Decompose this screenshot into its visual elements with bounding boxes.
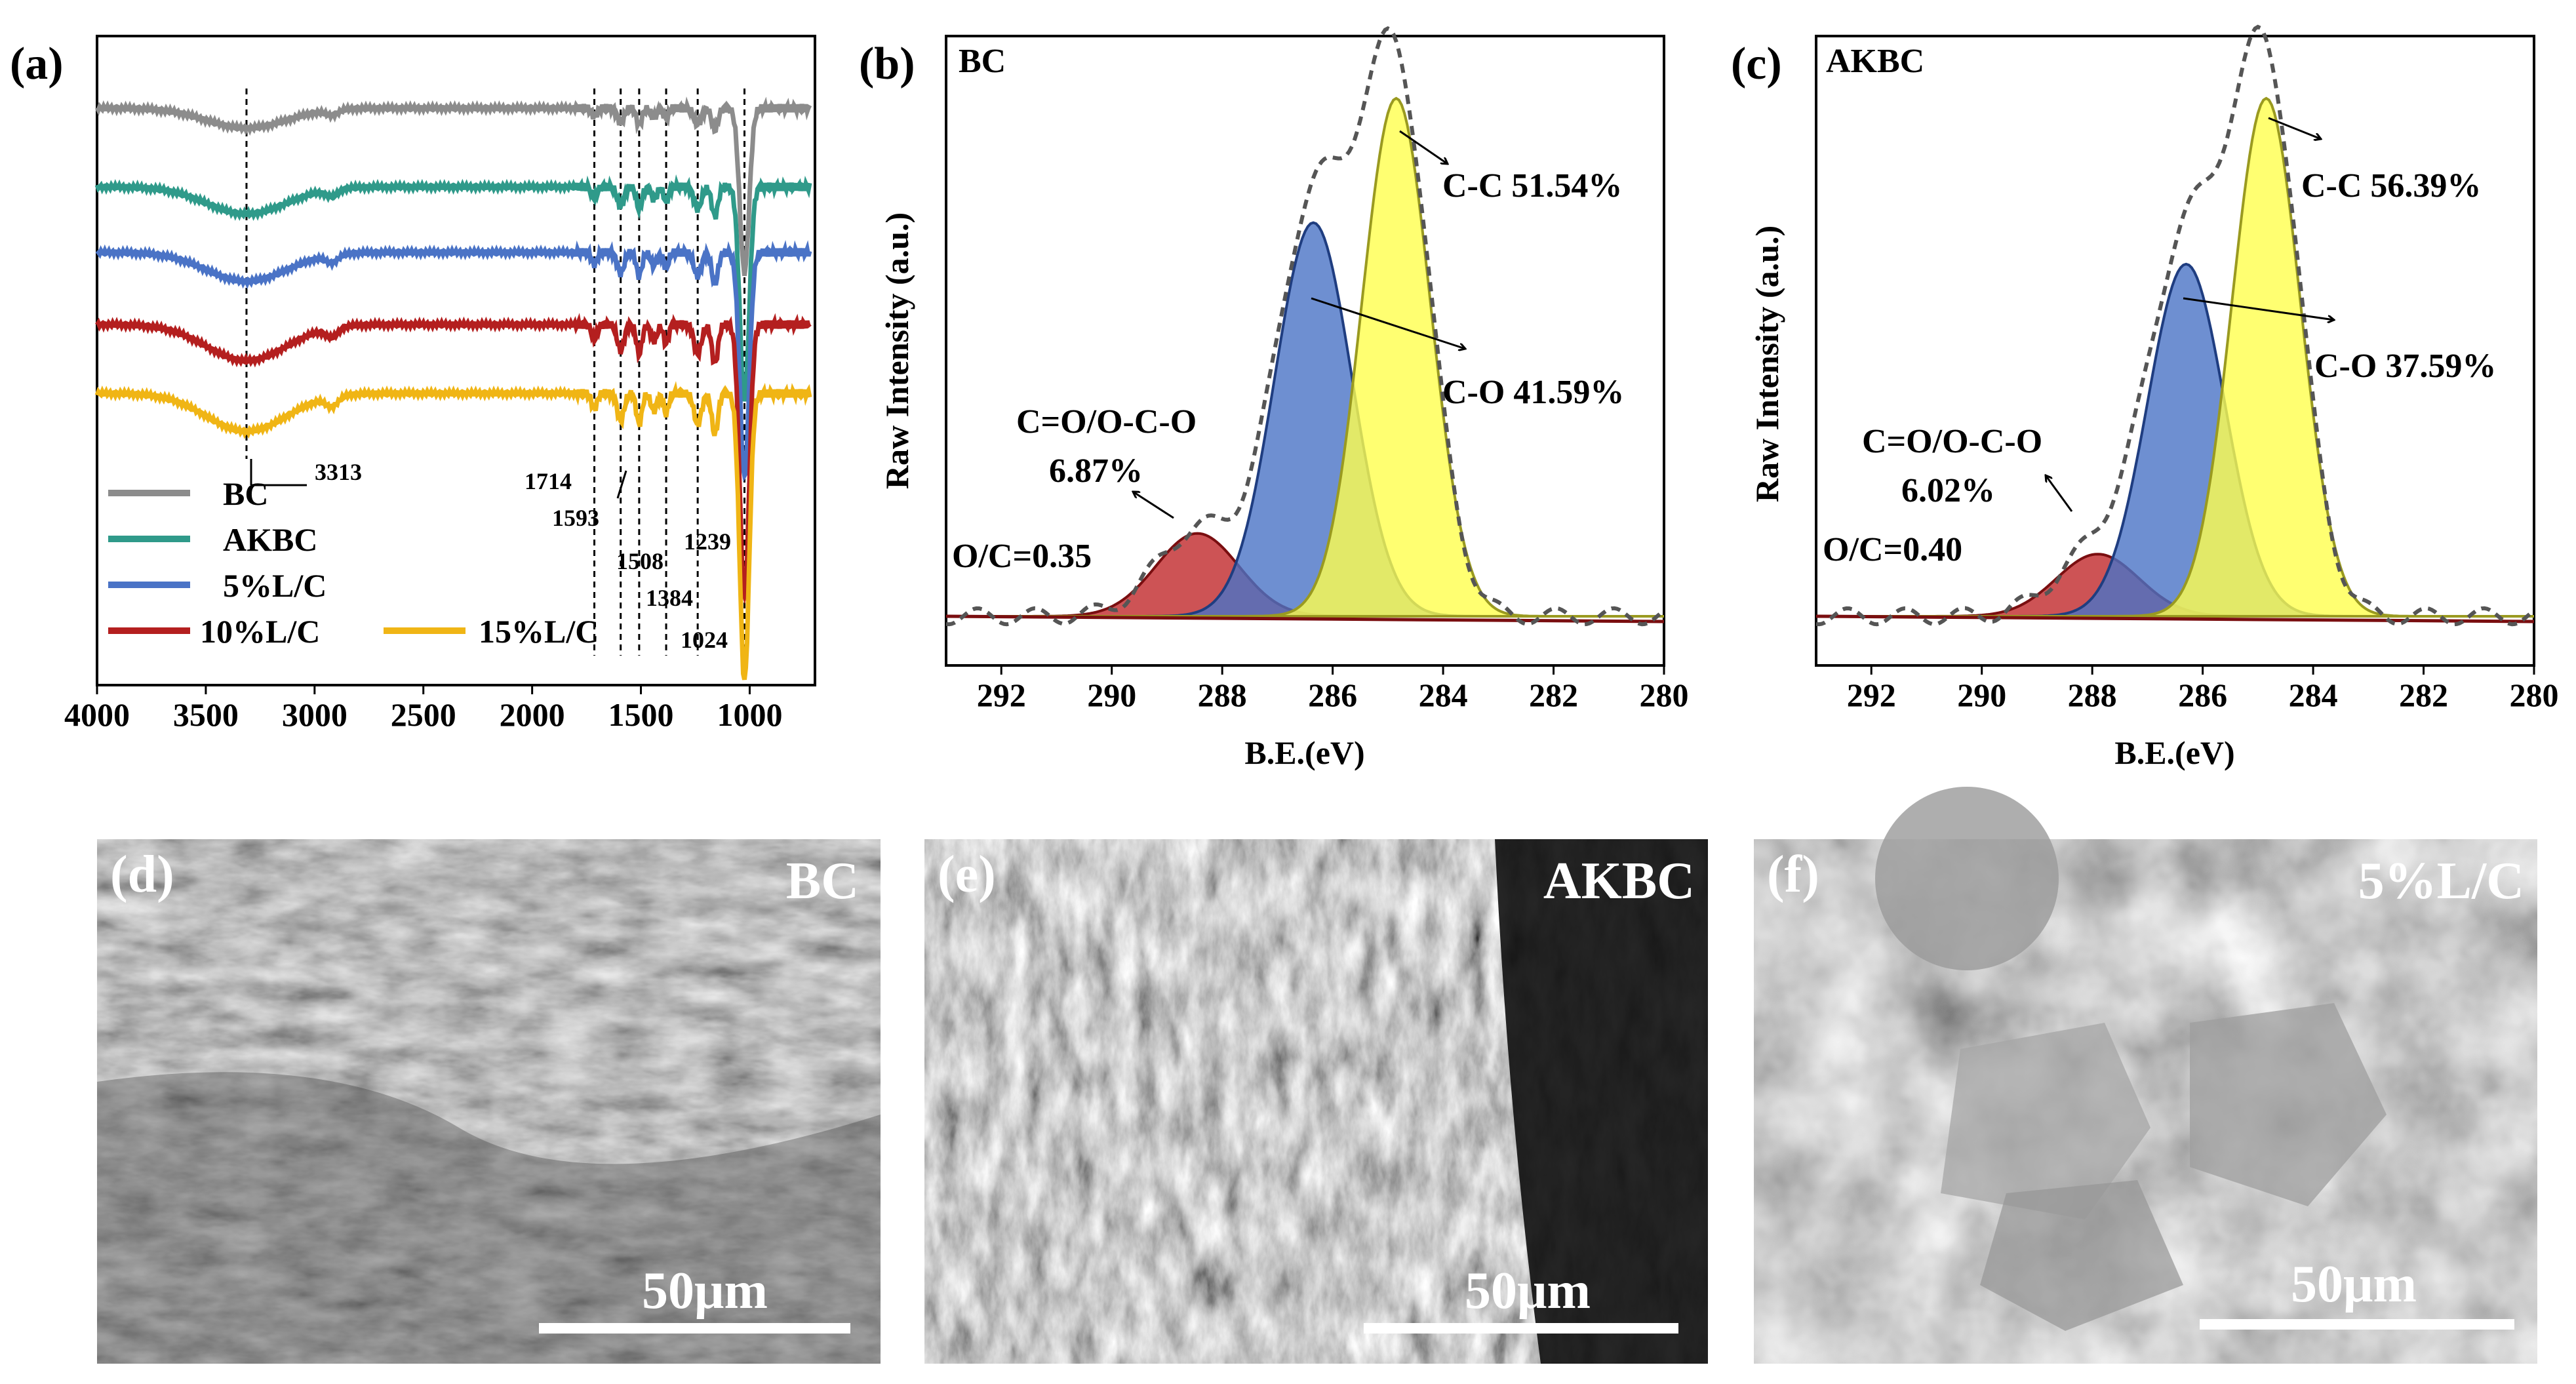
xps-akbc-ratio-label: O/C=0.40 bbox=[1823, 531, 1962, 568]
ftir-legend: BC AKBC 5%L/C 10%L/C 15%L/C bbox=[108, 475, 599, 650]
ftir-x-tick-label: 3500 bbox=[173, 696, 239, 733]
xps-bc-cc-label: C-C 51.54% bbox=[1442, 167, 1622, 205]
sem-f-scale-label: 50μm bbox=[2291, 1255, 2417, 1313]
ftir-panel: (a) 4000 3500 3000 2500 2000 1500 1000 3313 17… bbox=[10, 35, 816, 733]
ftir-series-10lc bbox=[95, 313, 812, 604]
xps-bc-x-tick-label: 290 bbox=[1087, 677, 1136, 713]
sem-d-scale-bar bbox=[539, 1323, 850, 1334]
ftir-x-tick-label: 2500 bbox=[391, 696, 456, 733]
ftir-peak-guides bbox=[245, 89, 745, 656]
xps-akbc-x-tick-label: 290 bbox=[1957, 677, 2006, 713]
sem-e-sample-label: AKBC bbox=[1543, 852, 1695, 910]
ftir-x-tick-label: 4000 bbox=[64, 696, 130, 733]
panel-label-c: (c) bbox=[1731, 39, 1782, 89]
xps-akbc-x-axis: 292 290 288 286 284 282 280 bbox=[1847, 665, 2559, 713]
peak-label-1714: 1714 bbox=[525, 468, 572, 494]
xps-bc-x-title: B.E.(eV) bbox=[1244, 734, 1364, 771]
xps-bc-x-tick-label: 292 bbox=[977, 677, 1026, 713]
sem-e-scale-bar bbox=[1364, 1323, 1678, 1334]
panel-label-a: (a) bbox=[10, 39, 64, 89]
ftir-peak-annotations: 3313 1714 1593 1508 1384 1239 1024 bbox=[250, 459, 731, 653]
sem-d-panel-label: (d) bbox=[110, 846, 174, 903]
peak-label-1593: 1593 bbox=[552, 505, 599, 531]
xps-bc-cooc-label-1: C=O/O-C-O bbox=[1016, 403, 1197, 441]
xps-akbc-x-tick-label: 286 bbox=[2178, 677, 2227, 713]
xps-akbc-cc-label: C-C 56.39% bbox=[2301, 167, 2481, 205]
peak-label-1508: 1508 bbox=[616, 548, 664, 574]
ftir-x-tick-label: 2000 bbox=[500, 696, 565, 733]
xps-bc-co-label: C-O 41.59% bbox=[1442, 374, 1624, 411]
xps-akbc-baseline bbox=[1815, 614, 2535, 623]
sem-d-sample-label: BC bbox=[786, 852, 859, 910]
xps-bc-peaks bbox=[945, 26, 1665, 627]
xps-akbc-x-title: B.E.(eV) bbox=[2114, 734, 2234, 771]
peak-label-1024: 1024 bbox=[681, 627, 728, 653]
xps-akbc-title: AKBC bbox=[1826, 43, 1924, 80]
xps-akbc-x-tick-label: 292 bbox=[1847, 677, 1896, 713]
ftir-curves bbox=[94, 96, 812, 681]
xps-akbc-annotations: C-C 56.39% C-O 37.59% C=O/O-C-O 6.02% O/… bbox=[1823, 117, 2496, 568]
xps-bc-panel: (b) BC 292 290 288 286 284 282 280 B.E.(eV) Ra… bbox=[859, 26, 1689, 771]
xps-akbc-cooc-label-1: C=O/O-C-O bbox=[1862, 423, 2042, 460]
xps-bc-x-tick-label: 282 bbox=[1529, 677, 1578, 713]
xps-bc-x-tick-label: 286 bbox=[1308, 677, 1357, 713]
xps-akbc-x-tick-label: 282 bbox=[2399, 677, 2448, 713]
ftir-plot-frame bbox=[96, 35, 816, 686]
sem-image-5pct: (f) 5%L/C 50μm bbox=[1754, 787, 2537, 1364]
xps-akbc-x-tick-label: 280 bbox=[2510, 677, 2559, 713]
sem-image-akbc: (e) AKBC 50μm bbox=[924, 839, 1708, 1364]
xps-bc-plot-frame bbox=[945, 35, 1665, 667]
xps-bc-cooc-label-2: 6.87% bbox=[1049, 452, 1143, 490]
sem-image-bc: (d) BC 50μm bbox=[97, 839, 881, 1364]
legend-label-akbc: AKBC bbox=[223, 521, 317, 558]
peak-label-1384: 1384 bbox=[646, 585, 693, 611]
ftir-x-axis: 4000 3500 3000 2500 2000 1500 1000 bbox=[64, 685, 782, 733]
xps-bc-y-title: Raw Intensity (a.u.) bbox=[879, 212, 915, 489]
sem-e-scale-label: 50μm bbox=[1465, 1262, 1591, 1320]
xps-bc-baseline bbox=[945, 614, 1665, 623]
ftir-series-bc bbox=[94, 96, 812, 276]
ftir-series-5lc bbox=[95, 240, 812, 483]
peak-label-1239: 1239 bbox=[684, 528, 731, 555]
legend-label-10pct: 10%L/C bbox=[200, 613, 320, 650]
ftir-series-akbc bbox=[94, 174, 812, 402]
ftir-x-tick-label: 1500 bbox=[608, 696, 674, 733]
xps-akbc-panel: (c) AKBC 292 290 288 286 284 282 280 B.E.(eV) … bbox=[1731, 24, 2559, 771]
xps-bc-x-tick-label: 288 bbox=[1198, 677, 1247, 713]
xps-bc-ratio-label: O/C=0.35 bbox=[952, 538, 1092, 575]
legend-label-15pct: 15%L/C bbox=[479, 613, 599, 650]
xps-bc-title: BC bbox=[959, 43, 1006, 80]
xps-akbc-peaks bbox=[1815, 24, 2535, 627]
legend-label-bc: BC bbox=[223, 475, 268, 512]
ftir-series-15lc bbox=[94, 381, 812, 681]
xps-akbc-cooc-label-2: 6.02% bbox=[1901, 472, 1995, 509]
xps-akbc-x-tick-label: 288 bbox=[2068, 677, 2117, 713]
xps-akbc-x-tick-label: 284 bbox=[2289, 677, 2338, 713]
sem-e-panel-label: (e) bbox=[938, 846, 996, 903]
sem-f-panel-label: (f) bbox=[1767, 846, 1819, 903]
sem-f-sample-label: 5%L/C bbox=[2358, 852, 2524, 910]
xps-bc-x-tick-label: 280 bbox=[1640, 677, 1689, 713]
xps-akbc-co-label: C-O 37.59% bbox=[2314, 347, 2496, 385]
xps-bc-x-tick-label: 284 bbox=[1419, 677, 1468, 713]
panel-label-b: (b) bbox=[859, 39, 915, 89]
peak-label-3313: 3313 bbox=[315, 459, 362, 485]
ftir-x-tick-label: 1000 bbox=[717, 696, 782, 733]
sem-d-scale-label: 50μm bbox=[642, 1262, 768, 1320]
xps-akbc-y-title: Raw Intensity (a.u.) bbox=[1749, 226, 1785, 502]
ftir-x-tick-label: 3000 bbox=[282, 696, 347, 733]
xps-bc-annotations: C-C 51.54% C-O 41.59% C=O/O-C-O 6.87% O/… bbox=[952, 130, 1624, 575]
xps-bc-x-axis: 292 290 288 286 284 282 280 bbox=[977, 665, 1689, 713]
legend-label-5pct: 5%L/C bbox=[223, 567, 327, 604]
xps-akbc-plot-frame bbox=[1815, 35, 2535, 667]
sem-f-scale-bar bbox=[2200, 1319, 2514, 1330]
